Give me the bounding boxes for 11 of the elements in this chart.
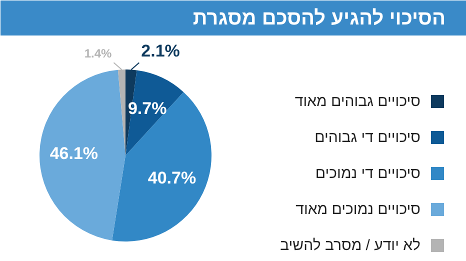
- data-label: 1.4%: [84, 46, 112, 61]
- legend-label: סיכויים נמוכים מאוד: [296, 201, 421, 218]
- data-label: 2.1%: [141, 42, 180, 61]
- data-label: 40.7%: [148, 168, 196, 188]
- chart-title: הסיכוי להגיע להסכם מסגרת: [192, 8, 446, 30]
- data-label: 9.7%: [128, 99, 167, 118]
- legend-label: סיכויים די גבוהים: [314, 129, 421, 146]
- legend-label: לא יודע / מסרב להשיב: [280, 237, 421, 254]
- data-label: 46.1%: [50, 144, 98, 164]
- legend-label: סיכויים גבוהים מאוד: [294, 93, 421, 110]
- legend-label: סיכויים די נמוכים: [315, 165, 421, 182]
